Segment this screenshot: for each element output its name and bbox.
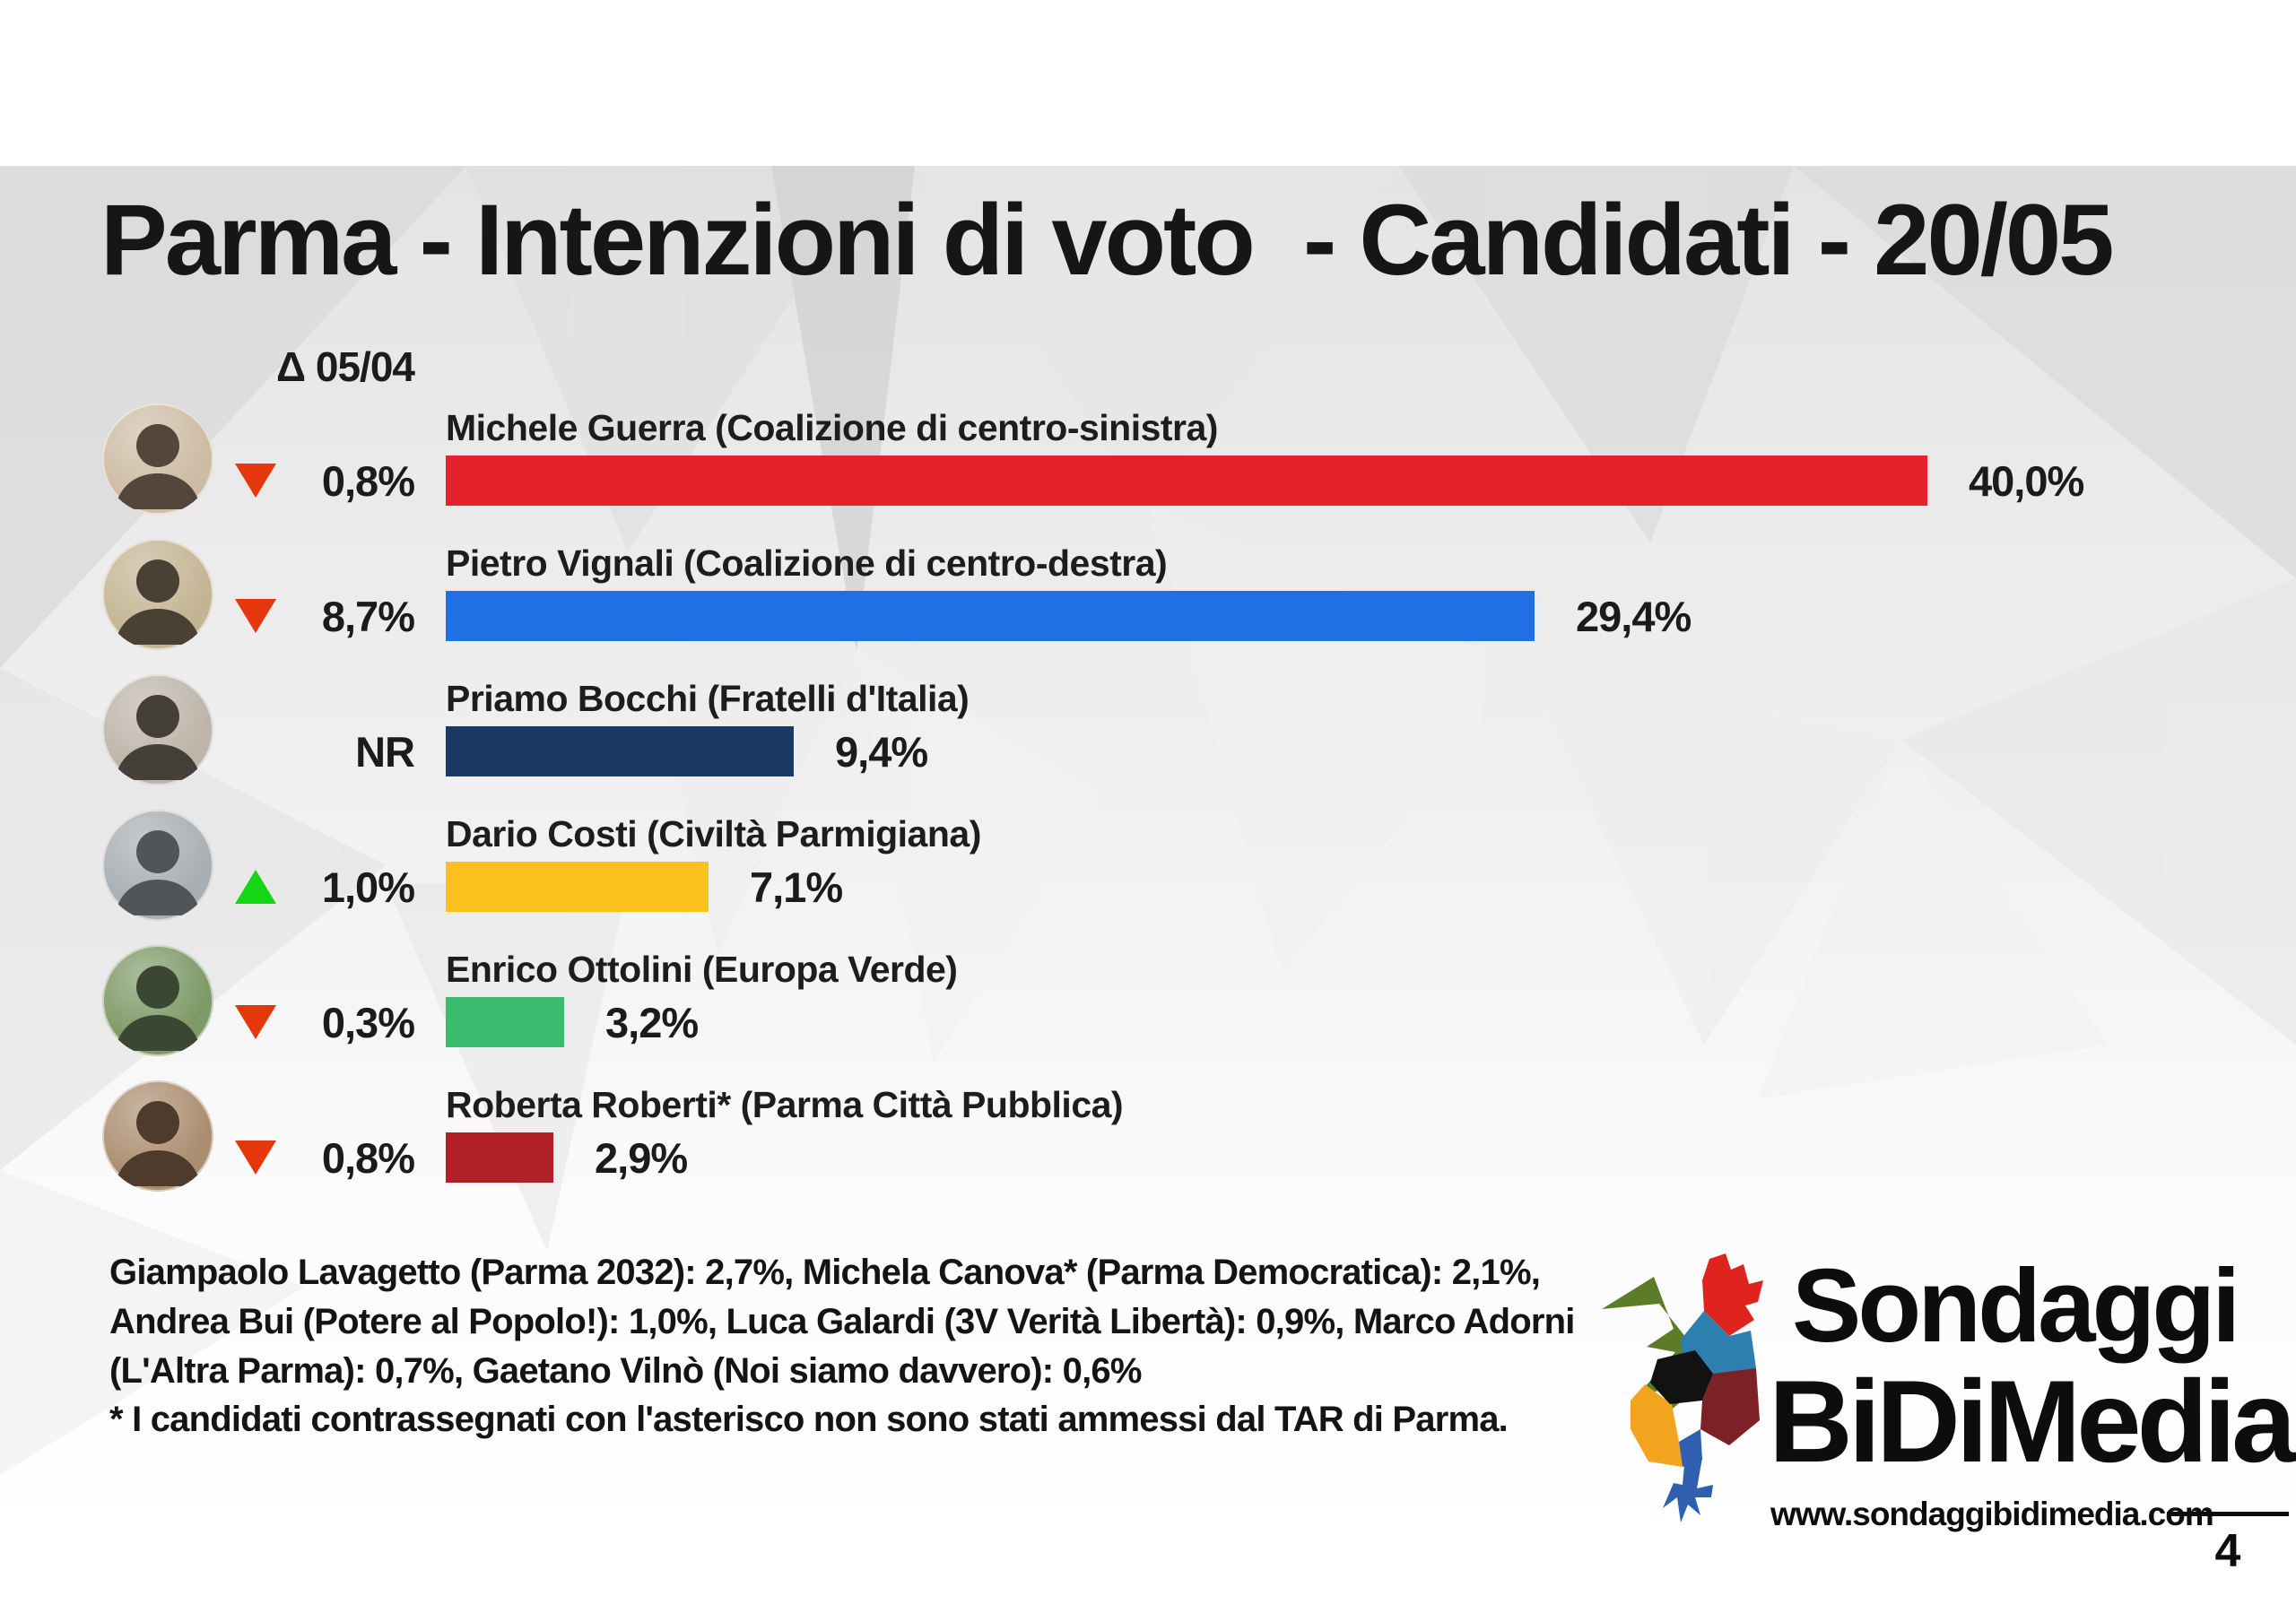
person-photo-icon — [115, 424, 201, 509]
candidate-row: NR Priamo Bocchi (Fratelli d'Italia) 9,4… — [0, 674, 2296, 810]
candidate-row: 0,8% Roberta Roberti* (Parma Città Pubbl… — [0, 1080, 2296, 1216]
change-value: 1,0% — [321, 863, 415, 911]
candidate-avatar — [102, 674, 213, 785]
change-direction-icon — [235, 464, 276, 498]
page-number-divider — [2167, 1512, 2289, 1516]
logo-website-url: www.sondaggibidimedia.com — [1770, 1496, 2214, 1532]
bar-value-label: 3,2% — [605, 998, 699, 1046]
page-title: Parma - Intenzioni di voto - Candidati -… — [100, 184, 2114, 296]
bar — [446, 726, 794, 776]
change-direction-icon — [235, 1005, 276, 1039]
bar-value-label: 2,9% — [595, 1133, 688, 1182]
change-cell: 0,8% — [235, 1132, 415, 1183]
change-cell: 0,8% — [235, 455, 415, 506]
change-value: 0,8% — [321, 1133, 415, 1182]
candidate-avatar — [102, 539, 213, 650]
low-poly-background — [0, 166, 2296, 1542]
change-cell: 8,7% — [235, 591, 415, 641]
candidate-row: 0,8% Michele Guerra (Coalizione di centr… — [0, 403, 2296, 539]
candidate-label: Enrico Ottolini (Europa Verde) — [446, 949, 958, 990]
change-value: 8,7% — [321, 592, 415, 640]
person-photo-icon — [115, 966, 201, 1051]
change-direction-icon — [235, 1141, 276, 1175]
logo-text-line1: Sondaggi — [1792, 1247, 2240, 1364]
bidimedia-rooster-logo-icon — [1602, 1253, 1763, 1522]
person-photo-icon — [115, 830, 201, 915]
candidate-avatar — [102, 810, 213, 921]
bar-value-label: 9,4% — [835, 727, 928, 776]
candidate-avatar — [102, 403, 213, 515]
change-direction-icon — [235, 599, 276, 633]
change-column-header: Δ 05/04 — [276, 343, 415, 390]
candidate-label: Michele Guerra (Coalizione di centro-sin… — [446, 407, 1218, 448]
page-number: 4 — [2214, 1525, 2241, 1577]
bar — [446, 997, 564, 1047]
candidate-row: 8,7% Pietro Vignali (Coalizione di centr… — [0, 539, 2296, 674]
logo-text-line2: BiDiMedia — [1769, 1356, 2296, 1487]
bar — [446, 455, 1927, 506]
change-value: 0,3% — [321, 998, 415, 1046]
change-value: 0,8% — [321, 456, 415, 505]
bar — [446, 1132, 553, 1183]
change-cell: NR — [235, 726, 415, 776]
candidate-label: Pietro Vignali (Coalizione di centro-des… — [446, 542, 1168, 584]
change-cell: 1,0% — [235, 862, 415, 912]
bar-value-label: 7,1% — [750, 863, 843, 911]
change-direction-icon — [235, 870, 276, 904]
bar-value-label: 29,4% — [1576, 592, 1692, 640]
change-cell: 0,3% — [235, 997, 415, 1047]
candidate-label: Roberta Roberti* (Parma Città Pubblica) — [446, 1084, 1124, 1125]
candidate-label: Priamo Bocchi (Fratelli d'Italia) — [446, 678, 970, 719]
bar — [446, 862, 709, 912]
bar-value-label: 40,0% — [1969, 456, 2084, 505]
candidate-avatar — [102, 945, 213, 1056]
candidate-row: 0,3% Enrico Ottolini (Europa Verde) 3,2% — [0, 945, 2296, 1080]
candidate-label: Dario Costi (Civiltà Parmigiana) — [446, 813, 981, 854]
change-value: NR — [355, 727, 415, 776]
asterisk-footnote: * I candidati contrassegnati con l'aster… — [109, 1400, 1509, 1439]
candidate-row: 1,0% Dario Costi (Civiltà Parmigiana) 7,… — [0, 810, 2296, 945]
candidate-avatar — [102, 1080, 213, 1192]
person-photo-icon — [115, 559, 201, 645]
other-candidates-text: Giampaolo Lavagetto (Parma 2032): 2,7%, … — [109, 1253, 1575, 1391]
person-photo-icon — [115, 695, 201, 780]
bar — [446, 591, 1535, 641]
person-photo-icon — [115, 1101, 201, 1186]
